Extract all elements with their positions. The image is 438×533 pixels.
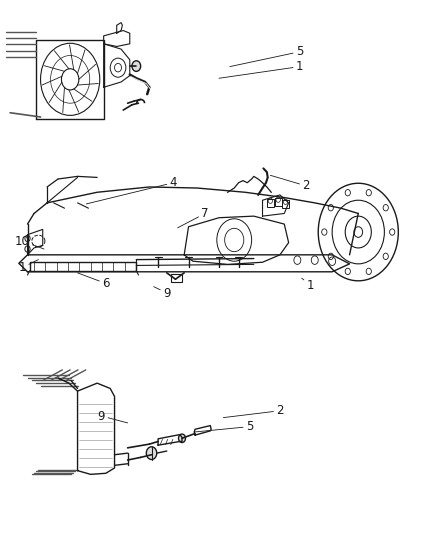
Circle shape: [383, 253, 389, 260]
Circle shape: [390, 229, 395, 235]
Bar: [282, 200, 289, 208]
Text: 6: 6: [78, 273, 110, 290]
Bar: [267, 199, 274, 207]
Circle shape: [322, 229, 327, 235]
Bar: [171, 274, 182, 282]
Circle shape: [366, 268, 371, 274]
Circle shape: [132, 61, 141, 71]
Text: 5: 5: [230, 45, 303, 67]
Text: 9: 9: [154, 287, 170, 300]
Circle shape: [345, 190, 350, 196]
Circle shape: [328, 205, 333, 211]
Bar: [275, 198, 282, 206]
Circle shape: [179, 434, 185, 442]
Circle shape: [383, 205, 389, 211]
Text: 2: 2: [270, 175, 310, 192]
Circle shape: [366, 190, 371, 196]
Circle shape: [328, 253, 333, 260]
Text: 1: 1: [302, 278, 314, 292]
Text: 7: 7: [178, 207, 209, 228]
Text: 2: 2: [223, 404, 284, 418]
Circle shape: [146, 447, 157, 459]
Text: 5: 5: [195, 420, 253, 433]
Text: 4: 4: [86, 176, 177, 204]
Text: 10: 10: [15, 235, 44, 249]
Circle shape: [345, 268, 350, 274]
Text: 1: 1: [219, 60, 303, 78]
Text: 1: 1: [18, 260, 39, 274]
Text: 9: 9: [98, 409, 127, 423]
